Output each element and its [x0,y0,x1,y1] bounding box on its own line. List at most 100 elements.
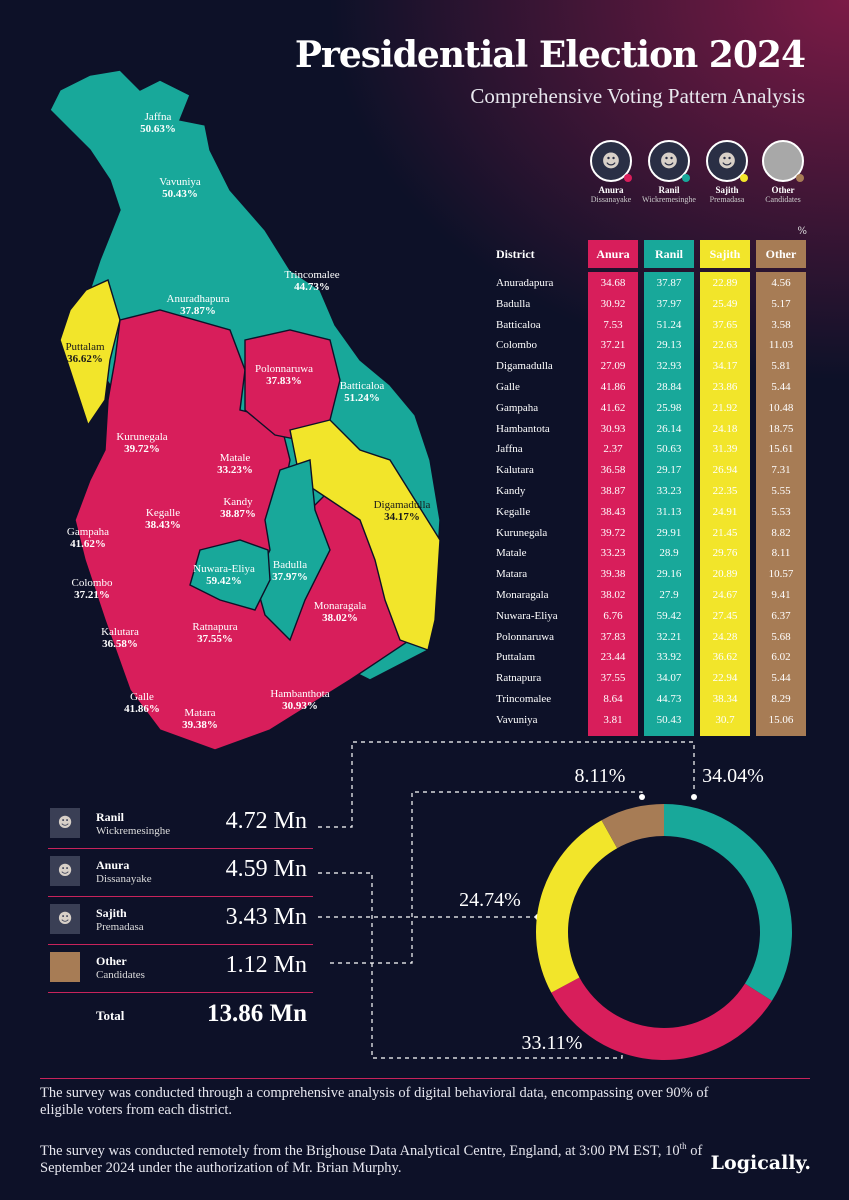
table-row: Monaragala 38.02 27.9 24.67 9.41 [492,586,811,606]
cell-ranil: 27.9 [659,589,679,601]
note-text: The survey was conducted remotely from t… [40,1142,680,1159]
district-name: Colombo [496,339,537,352]
page-subtitle: Comprehensive Voting Pattern Analysis [470,84,805,108]
cell-anura: 37.83 [600,630,626,643]
map-label-value: 41.86% [124,703,160,715]
map-label-district: Gampaha [67,526,109,538]
puttalam-region [59,279,121,427]
legend-first: Sajith [715,185,739,195]
map-label-district: Polonnaruwa [255,363,313,375]
cell-other: 18.75 [768,422,794,435]
district-name: Matale [496,547,527,560]
cell-sajith: 22.63 [712,339,738,352]
cell-other: 8.82 [771,526,791,539]
district-name: Anuradapura [496,277,554,289]
map-label-value: 37.87% [180,305,216,317]
donut-slice-anura [551,977,772,1060]
footer-divider [40,1078,810,1079]
grey-circle-icon [762,140,804,182]
total-value: 1.12 Mn [225,952,307,978]
map-label-district: Badulla [273,559,307,571]
map-label-district: Kalutara [101,626,139,638]
cell-sajith: 25.49 [712,297,738,310]
other-swatch [50,952,80,982]
district-name: Jaffna [496,443,523,456]
total-row-other: Other Candidates 1.12 Mn [48,944,313,993]
cell-other: 8.11 [771,547,791,560]
col-bg-other [756,272,806,736]
cell-other: 4.56 [771,277,791,289]
person-icon: ☻ [648,140,690,182]
cell-sajith: 22.35 [712,485,738,497]
legend-last: Candidates [765,195,801,204]
table-row: Trincomalee 8.64 44.73 38.34 8.29 [492,690,811,710]
map-label-district: Puttalam [65,341,105,353]
district-name: Kalutara [496,464,534,477]
table-row: Puttalam 23.44 33.92 36.62 6.02 [492,648,811,668]
district-name: Monaragala [496,589,549,601]
cell-anura: 2.37 [603,443,623,456]
table-row: Matale 33.23 28.9 29.76 8.11 [492,544,811,564]
cell-sajith: 21.45 [712,526,738,539]
district-name: Kurunegala [496,526,548,539]
person-icon: ☻ [50,856,80,886]
map-label-value: 38.87% [220,508,256,520]
table-row: Badulla 30.92 37.97 25.49 5.17 [492,295,811,315]
map-label-value: 37.83% [266,375,302,387]
map-label-value: 39.38% [182,719,218,731]
total-row-anura: ☻ Anura Dissanayake 4.59 Mn [48,848,313,897]
map-label-district: Colombo [72,577,113,589]
total-row-sum: Total 13.86 Mn [48,1000,313,1034]
map-label-value: 51.24% [344,392,380,404]
cell-other: 3.58 [771,318,791,331]
cell-anura: 38.43 [600,505,626,518]
total-value: 3.43 Mn [225,904,307,930]
map-label-value: 37.97% [272,571,308,583]
nuwara-eliya-region [189,539,271,611]
table-row: Hambantota 30.93 26.14 24.18 18.75 [492,420,811,440]
col-header-sajith: Sajith [700,240,750,268]
total-last: Wickremesinghe [96,825,171,837]
map-label-value: 38.02% [322,612,358,624]
table-row: Kalutara 36.58 29.17 26.94 7.31 [492,461,811,481]
cell-ranil: 37.97 [656,297,682,310]
cell-ranil: 29.91 [656,526,682,539]
cell-other: 5.81 [771,360,791,373]
map-label-value: 41.62% [70,538,106,550]
cell-ranil: 37.87 [656,277,682,289]
total-first: Anura [96,858,130,872]
district-table: % District Anura Ranil Sajith Other Anur… [492,226,811,740]
map-regions [49,69,441,751]
map-label-district: Hambanthota [270,688,329,700]
district-name: Batticaloa [496,318,541,331]
cell-ranil: 32.93 [656,360,682,373]
donut-slice-ranil [664,804,792,1001]
cell-sajith: 27.45 [712,609,738,622]
cell-ranil: 33.23 [656,485,682,497]
map-label-value: 50.43% [162,188,198,200]
legend-dot-sajith [740,174,748,182]
cell-anura: 27.09 [600,360,626,373]
cell-anura: 8.64 [603,693,623,705]
cell-sajith: 24.67 [712,589,738,601]
legend-last: Dissanayake [590,195,632,204]
legend-anura: ☻ Anura Dissanayake [582,140,640,204]
cell-anura: 37.55 [600,672,626,685]
cell-other: 6.02 [771,651,791,664]
map-label-value: 37.21% [74,589,110,601]
cell-other: 5.44 [771,672,791,685]
cell-other: 9.41 [771,589,791,601]
total-first: Sajith [96,906,127,920]
map-label-district: Kurunegala [116,431,167,443]
table-row: Kegalle 38.43 31.13 24.91 5.53 [492,503,811,523]
map-label-district: Matale [220,452,251,464]
footer-note-2: The survey was conducted remotely from t… [40,1138,740,1177]
cell-other: 5.53 [771,505,791,518]
cell-ranil: 34.07 [656,672,682,685]
map-label-value: 33.23% [217,464,253,476]
map-label-value: 39.72% [124,443,160,455]
cell-other: 11.03 [768,339,794,352]
map-label-district: Vavuniya [159,176,201,188]
donut-labels: 34.04% 33.11% 24.74% 8.11% [459,765,764,1054]
cell-other: 8.29 [771,693,791,705]
